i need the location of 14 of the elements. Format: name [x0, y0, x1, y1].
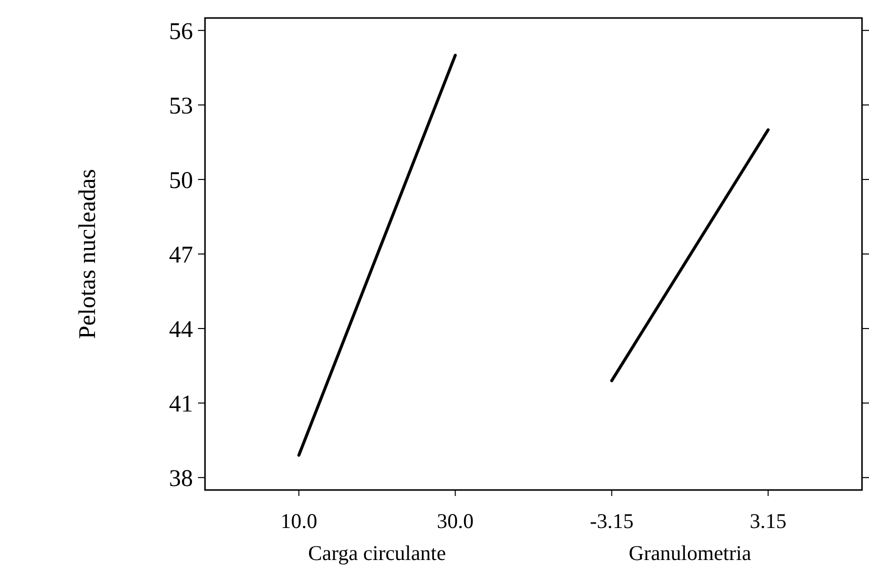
x-tick-label: 10.0: [280, 509, 318, 533]
y-tick-label: 50: [169, 168, 193, 194]
x-tick-label: 30.0: [436, 509, 474, 533]
y-tick-label: 56: [169, 18, 193, 45]
text: Granulometria: [628, 541, 752, 565]
x-tick-label: 3.15: [750, 509, 787, 533]
y-tick-label: 38: [169, 466, 193, 492]
x-tick-label: -3.15: [590, 509, 634, 533]
y-tick-label: 44: [169, 316, 193, 343]
y-tick-label: 47: [169, 242, 193, 268]
y-tick-label: 53: [169, 93, 193, 120]
y-tick-label: 41: [169, 391, 193, 418]
y-axis-title: Pelotas nucleadas: [75, 169, 101, 339]
text: Carga circulante: [308, 541, 446, 565]
